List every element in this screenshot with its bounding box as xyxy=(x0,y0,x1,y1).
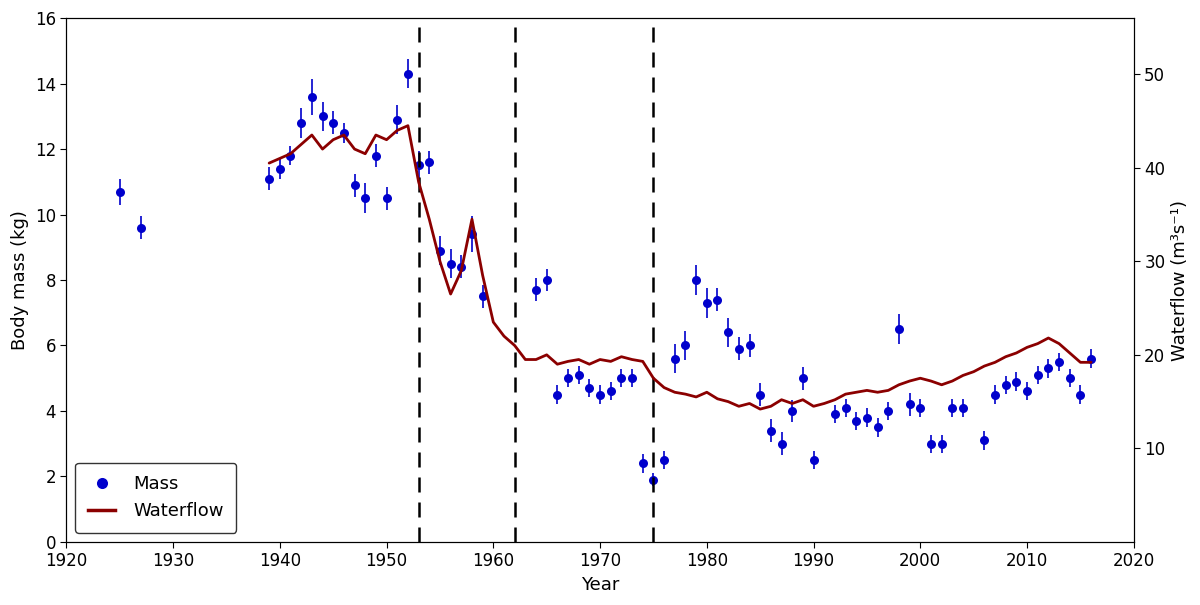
Y-axis label: Body mass (kg): Body mass (kg) xyxy=(11,210,29,350)
X-axis label: Year: Year xyxy=(581,576,619,594)
Legend: Mass, Waterflow: Mass, Waterflow xyxy=(76,463,236,533)
Y-axis label: Waterflow (m³s⁻¹): Waterflow (m³s⁻¹) xyxy=(1171,200,1189,361)
